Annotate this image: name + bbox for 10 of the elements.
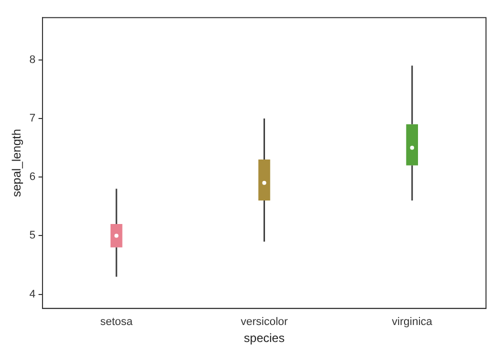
x-tick-label: setosa <box>100 316 134 328</box>
x-tick-label: virginica <box>392 316 434 328</box>
x-axis-title: species <box>244 331 285 346</box>
y-tick-label: 6 <box>29 171 36 184</box>
x-tick-label: versicolor <box>240 316 288 328</box>
y-tick-label: 7 <box>29 112 36 124</box>
y-tick-label: 8 <box>29 54 36 66</box>
y-axis-title: sepal_length <box>10 128 24 198</box>
y-tick-label: 4 <box>29 288 36 300</box>
y-tick-label: 5 <box>29 230 36 242</box>
